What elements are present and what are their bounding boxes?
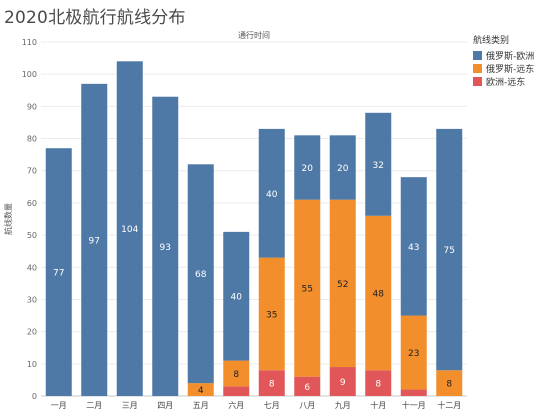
bar-segment xyxy=(81,83,108,396)
y-tick-label: 110 xyxy=(22,38,37,47)
y-tick-label: 70 xyxy=(27,167,37,176)
bar-value-label: 40 xyxy=(231,293,243,303)
legend-label: 欧洲-远东 xyxy=(486,78,526,88)
bar-value-label: 6 xyxy=(304,383,310,393)
bar-segment xyxy=(223,360,250,387)
bar-segment xyxy=(400,177,427,316)
y-tick-label: 10 xyxy=(27,360,37,369)
bar-value-label: 8 xyxy=(375,380,381,390)
bar-value-label: 48 xyxy=(373,290,385,300)
bar-segment xyxy=(329,135,356,200)
bar-value-label: 104 xyxy=(121,225,138,235)
bar-segment xyxy=(400,389,427,396)
bar-segment xyxy=(152,96,179,396)
legend-item-russia-fareast[interactable]: 俄罗斯-远东 xyxy=(473,62,534,75)
bar-value-label: 75 xyxy=(444,246,455,256)
bar-segment xyxy=(116,61,143,397)
bar-segment xyxy=(187,164,214,384)
x-tick-label: 四月 xyxy=(157,401,173,410)
bar-segment xyxy=(223,386,250,396)
legend-swatch xyxy=(473,51,482,60)
legend-title: 航线类别 xyxy=(473,36,510,46)
legend-label: 俄罗斯-远东 xyxy=(486,65,535,75)
bar-segment xyxy=(294,135,321,200)
x-axis-title: 通行时间 xyxy=(238,30,270,40)
bar-segment xyxy=(329,199,356,368)
legend-item-europe-fareast[interactable]: 欧洲-远东 xyxy=(473,75,534,88)
bar-value-label: 93 xyxy=(160,243,171,253)
bar-segment xyxy=(365,215,392,371)
bar-segment xyxy=(258,128,285,258)
bar-value-label: 55 xyxy=(302,285,313,295)
x-tick-label: 九月 xyxy=(335,401,351,410)
y-axis-title: 航线数量 xyxy=(3,203,13,235)
y-tick-label: 90 xyxy=(27,102,37,111)
x-tick-label: 十一月 xyxy=(402,400,426,410)
x-tick-label: 三月 xyxy=(122,401,138,410)
y-tick-label: 40 xyxy=(27,263,37,272)
bar-value-label: 23 xyxy=(408,349,419,359)
bar-value-label: 20 xyxy=(302,164,314,174)
bar-segment xyxy=(294,376,321,396)
y-tick-label: 20 xyxy=(27,328,37,337)
bar-segment xyxy=(294,199,321,377)
x-tick-label: 八月 xyxy=(299,401,315,410)
y-tick-label: 30 xyxy=(27,295,37,304)
legend: 航线类别 俄罗斯-欧洲 俄罗斯-远东 欧洲-远东 xyxy=(473,33,534,88)
x-tick-label: 二月 xyxy=(86,401,102,410)
bar-segment xyxy=(223,231,250,361)
x-tick-label: 七月 xyxy=(264,401,280,410)
x-tick-label: 十二月 xyxy=(437,400,461,410)
y-tick-label: 0 xyxy=(32,392,37,401)
x-tick-label: 十月 xyxy=(370,400,386,410)
bar-value-label: 8 xyxy=(269,380,275,390)
bar-value-label: 9 xyxy=(340,378,346,388)
bar-value-label: 40 xyxy=(266,190,278,200)
legend-swatch xyxy=(473,77,482,86)
bar-segment xyxy=(45,148,72,396)
bar-value-label: 97 xyxy=(89,236,100,246)
bar-segment xyxy=(365,112,392,216)
legend-swatch xyxy=(473,64,482,73)
bar-value-label: 8 xyxy=(446,380,452,390)
bar-value-label: 68 xyxy=(195,270,207,280)
bar-segment xyxy=(329,367,356,396)
x-tick-label: 五月 xyxy=(193,401,209,410)
bar-segment xyxy=(258,370,285,396)
y-tick-label: 50 xyxy=(27,231,37,240)
bar-value-label: 8 xyxy=(233,370,239,380)
bar-segment xyxy=(400,315,427,390)
y-tick-label: 100 xyxy=(22,70,37,79)
bar-value-label: 35 xyxy=(266,310,277,320)
bar-value-label: 4 xyxy=(198,386,204,396)
bar-value-label: 20 xyxy=(337,164,349,174)
legend-label: 俄罗斯-欧洲 xyxy=(486,52,535,62)
bar-value-label: 32 xyxy=(373,161,384,171)
bar-segment xyxy=(258,257,285,371)
x-tick-label: 六月 xyxy=(228,400,244,410)
y-tick-label: 80 xyxy=(27,135,37,144)
bar-value-label: 52 xyxy=(337,280,348,290)
bar-segment xyxy=(187,383,214,396)
page-title: 2020北极航行航线分布 xyxy=(4,8,186,28)
legend-item-russia-europe[interactable]: 俄罗斯-欧洲 xyxy=(473,49,534,62)
bar-value-label: 43 xyxy=(408,243,419,253)
bar-segment xyxy=(436,370,463,396)
y-tick-label: 60 xyxy=(27,199,37,208)
bar-value-label: 77 xyxy=(53,269,64,279)
bar-segment xyxy=(365,370,392,396)
x-tick-label: 一月 xyxy=(51,401,67,410)
bar-segment xyxy=(436,128,463,371)
